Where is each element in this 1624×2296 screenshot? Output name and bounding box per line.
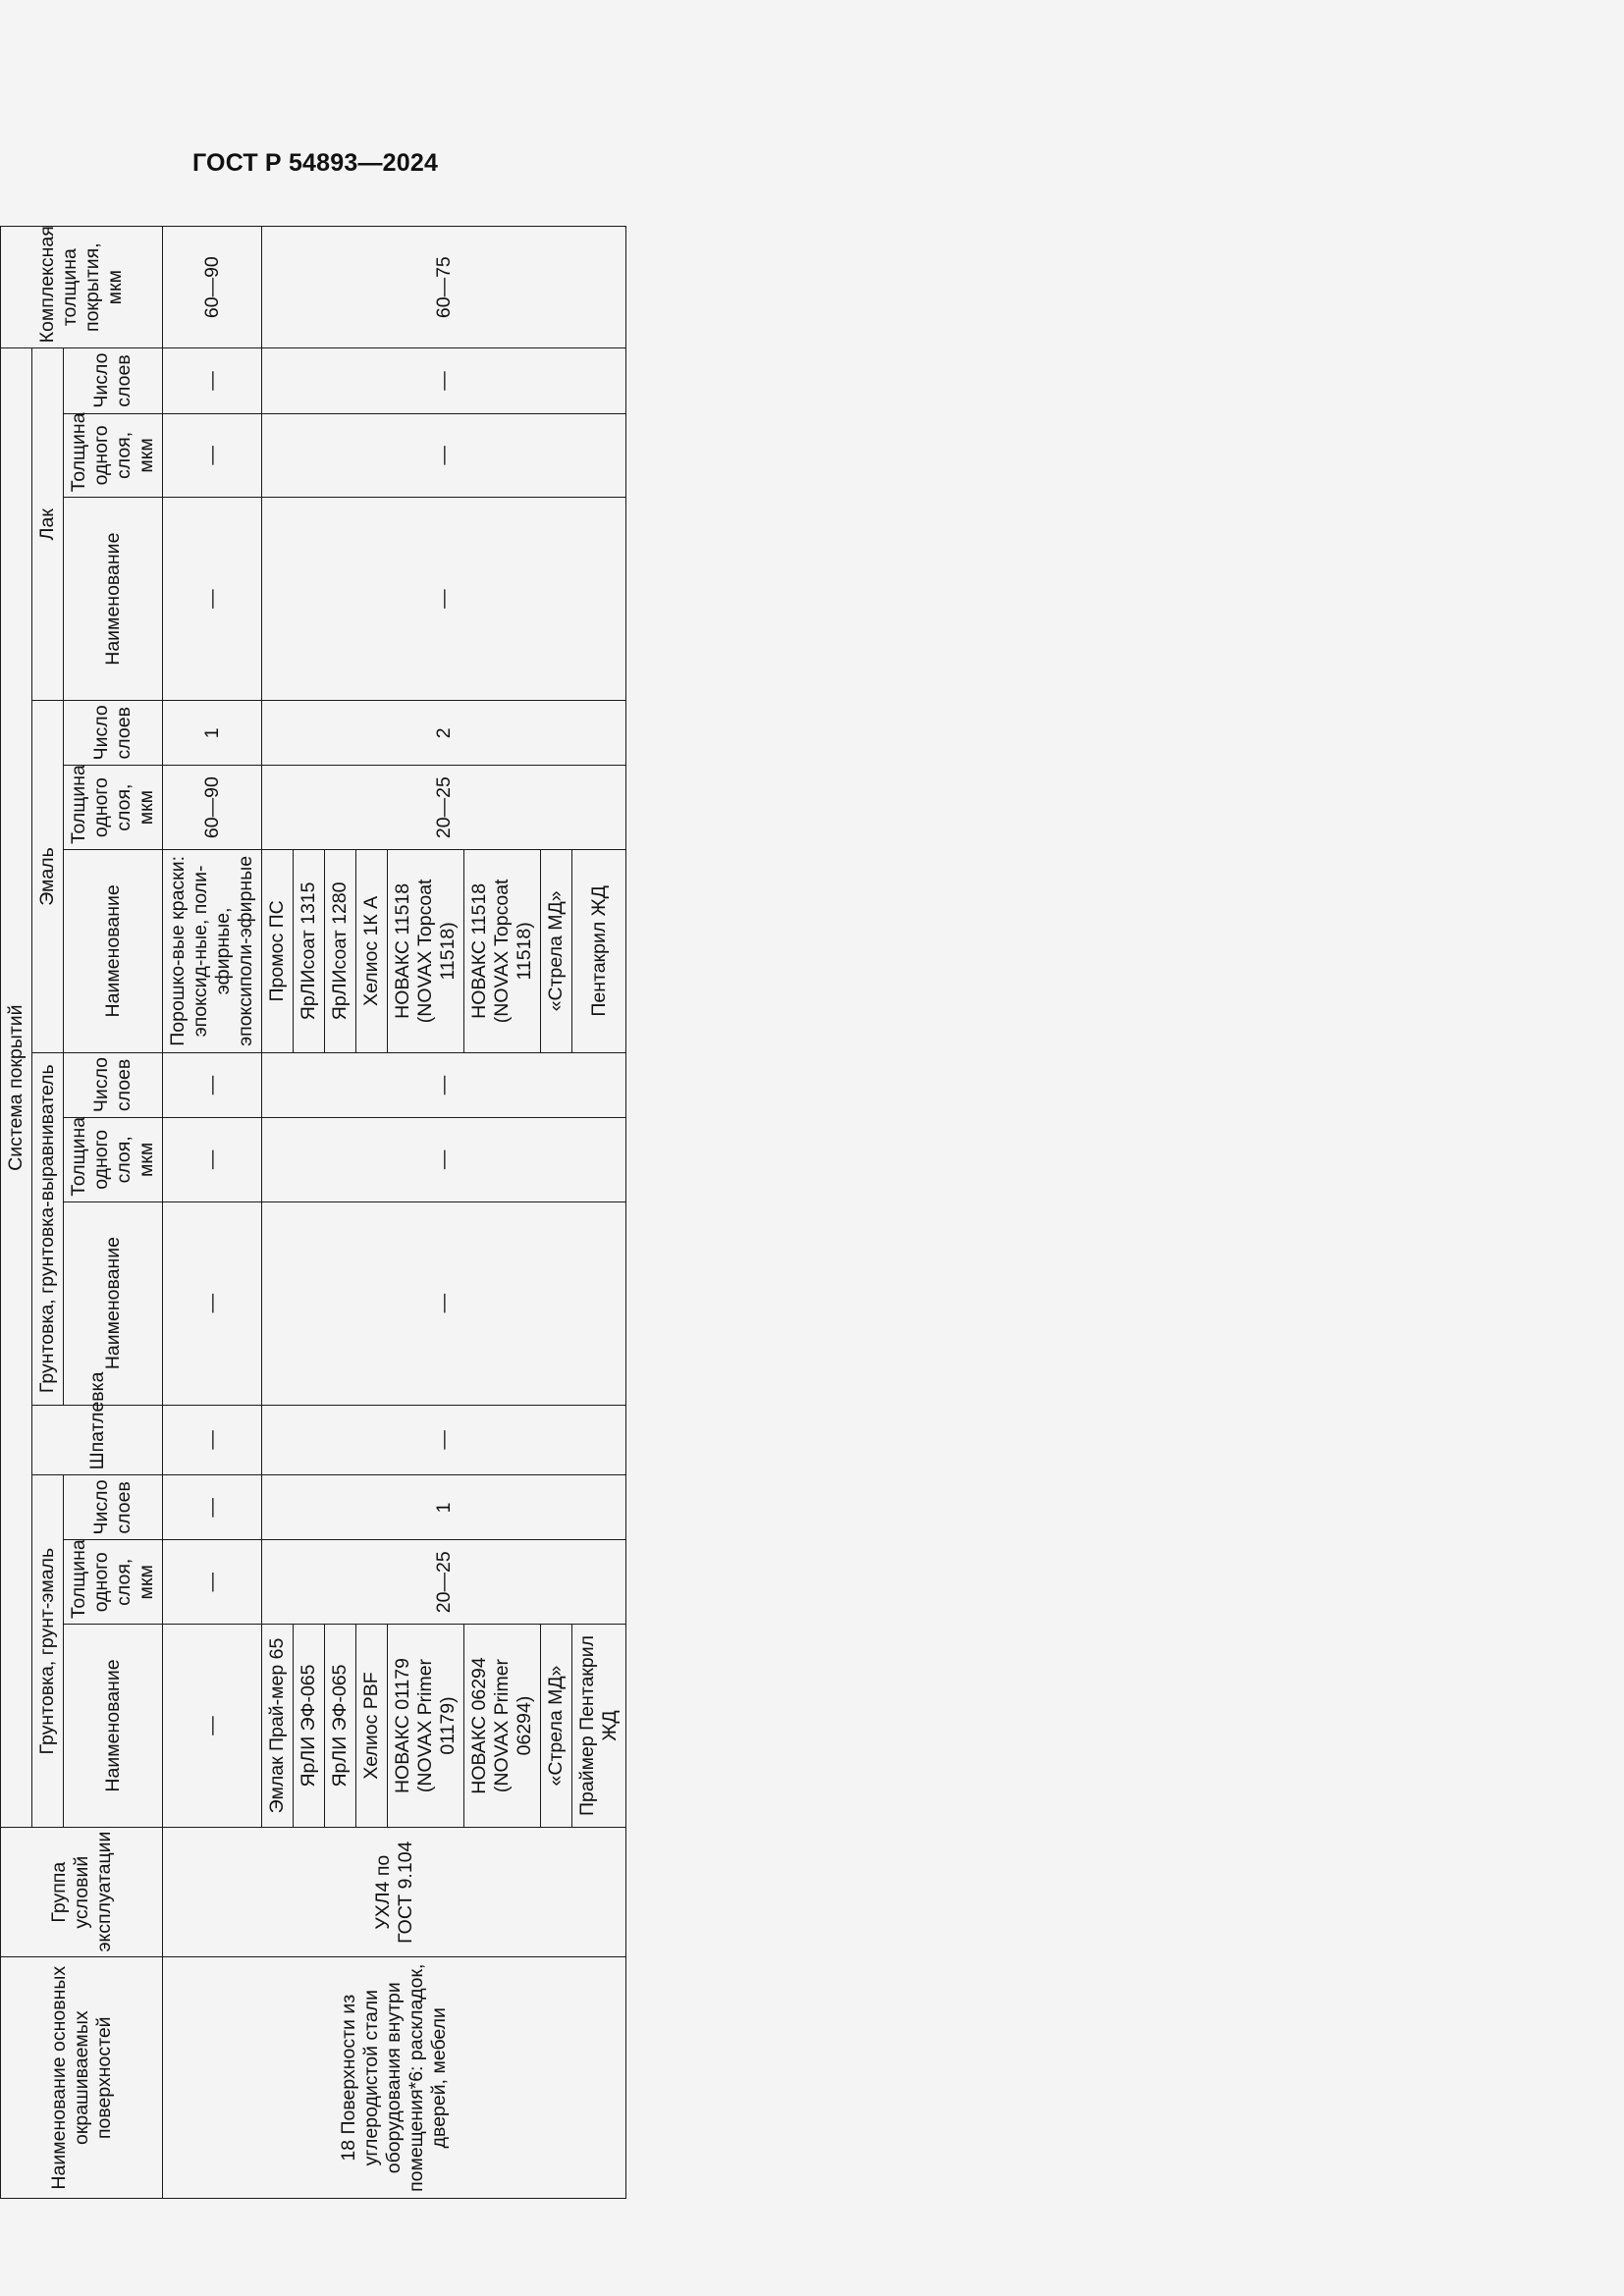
cell-putty: — bbox=[162, 1405, 262, 1475]
cell-enamel-name: Промос ПС bbox=[261, 849, 294, 1053]
cell-primer-leveler-thickness: — bbox=[261, 1117, 626, 1202]
cell-enamel-name: НОВАКС 11518 (NOVAX Topcoat 11518) bbox=[387, 849, 464, 1053]
rotated-table-wrapper: Наименование основных окрашиваемых повер… bbox=[0, 226, 766, 2199]
cell-enamel-name: «Стрела МД» bbox=[540, 849, 572, 1053]
cell-varnish-layers: — bbox=[162, 347, 262, 414]
cell-primer-enamel-name: НОВАКС 01179 (NOVAX Primer 01179) bbox=[387, 1624, 464, 1828]
cell-varnish-thickness: — bbox=[162, 413, 262, 498]
header-putty: Шпатлевка bbox=[31, 1372, 163, 1475]
header-enamel-layers: Число слоев bbox=[63, 700, 163, 766]
table-row: 18 Поверхности из углеродистой стали обо… bbox=[162, 226, 626, 2199]
cell-enamel-name: Хелиос 1К А bbox=[355, 849, 388, 1053]
header-varnish-thickness: Толщина одного слоя, мкм bbox=[63, 412, 163, 498]
cell-primer-enamel-layers: — bbox=[162, 1474, 262, 1540]
table-header-row-1: Наименование основных окрашиваемых повер… bbox=[0, 226, 163, 2199]
cell-primer-enamel-thickness: 20—25 bbox=[261, 1540, 626, 1625]
cell-enamel-name: Пентакрил ЖД bbox=[571, 849, 626, 1053]
cell-primer-leveler-name: — bbox=[261, 1201, 626, 1406]
cell-primer-enamel-name: Праймер Пентакрил ЖД bbox=[571, 1624, 626, 1828]
cell-primer-enamel-name: Эмлак Прай-мер 65 bbox=[261, 1624, 294, 1828]
header-primer-leveler: Грунтовка, грунтовка-выравниватель bbox=[31, 1052, 64, 1406]
header-enamel-name: Наименование bbox=[63, 849, 163, 1053]
cell-total-thickness: 60—90 bbox=[162, 226, 262, 348]
cell-varnish-thickness: — bbox=[261, 413, 626, 498]
cell-enamel-thickness: 20—25 bbox=[261, 765, 626, 850]
header-coating-system: Система покрытий bbox=[0, 347, 32, 1828]
header-primer-enamel: Грунтовка, грунт-эмаль bbox=[31, 1474, 64, 1828]
cell-varnish-name: — bbox=[261, 497, 626, 701]
header-varnish-name: Наименование bbox=[63, 497, 163, 701]
cell-putty: — bbox=[261, 1405, 626, 1475]
cell-total-thickness: 60—75 bbox=[261, 226, 626, 348]
cell-primer-leveler-layers: — bbox=[162, 1052, 262, 1118]
header-surfaces: Наименование основных окрашиваемых повер… bbox=[0, 1956, 163, 2199]
cell-primer-leveler-name: — bbox=[162, 1201, 262, 1406]
cell-enamel-name: ЯрЛИсоат 1280 bbox=[324, 849, 356, 1053]
header-primer-leveler-name: Наименование bbox=[63, 1201, 163, 1406]
cell-primer-leveler-thickness: — bbox=[162, 1117, 262, 1202]
cell-enamel-name: ЯрЛИсоат 1315 bbox=[293, 849, 325, 1053]
header-primer-leveler-thickness: Толщина одного слоя, мкм bbox=[63, 1117, 163, 1202]
cell-varnish-layers: — bbox=[261, 347, 626, 414]
coating-systems-table: Наименование основных окрашиваемых повер… bbox=[0, 226, 626, 2199]
header-enamel-thickness: Толщина одного слоя, мкм bbox=[63, 765, 163, 850]
cell-group: УХЛ4 по ГОСТ 9.104 bbox=[162, 1827, 626, 1957]
header-enamel: Эмаль bbox=[31, 700, 64, 1053]
header-varnish-layers: Число слоев bbox=[63, 347, 163, 414]
cell-enamel-layers: 2 bbox=[261, 700, 626, 766]
cell-primer-enamel-thickness: — bbox=[162, 1540, 262, 1625]
cell-primer-enamel-layers: 1 bbox=[261, 1474, 626, 1540]
cell-enamel-name: Порошко-вые краски: эпоксид-ные, поли-эф… bbox=[162, 849, 262, 1053]
cell-varnish-name: — bbox=[162, 497, 262, 701]
cell-enamel-name: НОВАКС 11518 (NOVAX Topcoat 11518) bbox=[463, 849, 541, 1053]
cell-primer-enamel-name: ЯрЛИ ЭФ-065 bbox=[324, 1624, 356, 1828]
cell-primer-enamel-name: Хелиос PBF bbox=[355, 1624, 388, 1828]
cell-primer-leveler-layers: — bbox=[261, 1052, 626, 1118]
cell-primer-enamel-name: — bbox=[162, 1624, 262, 1828]
header-primer-enamel-layers: Число слоев bbox=[63, 1474, 163, 1540]
document-header: ГОСТ Р 54893—2024 bbox=[192, 149, 439, 177]
cell-enamel-thickness: 60—90 bbox=[162, 765, 262, 850]
cell-primer-enamel-name: НОВАКС 06294 (NOVAX Primer 06294) bbox=[463, 1624, 541, 1828]
header-varnish: Лак bbox=[31, 347, 64, 701]
header-primer-leveler-layers: Число слоев bbox=[63, 1052, 163, 1118]
header-total-thickness: Комплексная толщина покрытия, мкм bbox=[0, 226, 163, 348]
cell-primer-enamel-name: ЯрЛИ ЭФ-065 bbox=[293, 1624, 325, 1828]
header-group: Группа условий эксплуатации bbox=[0, 1827, 163, 1957]
header-primer-enamel-thickness: Толщина одного слоя, мкм bbox=[63, 1539, 163, 1625]
cell-enamel-layers: 1 bbox=[162, 700, 262, 766]
cell-primer-enamel-name: «Стрела МД» bbox=[540, 1624, 572, 1828]
cell-surface: 18 Поверхности из углеродистой стали обо… bbox=[162, 1956, 626, 2199]
header-primer-enamel-name: Наименование bbox=[63, 1624, 163, 1828]
